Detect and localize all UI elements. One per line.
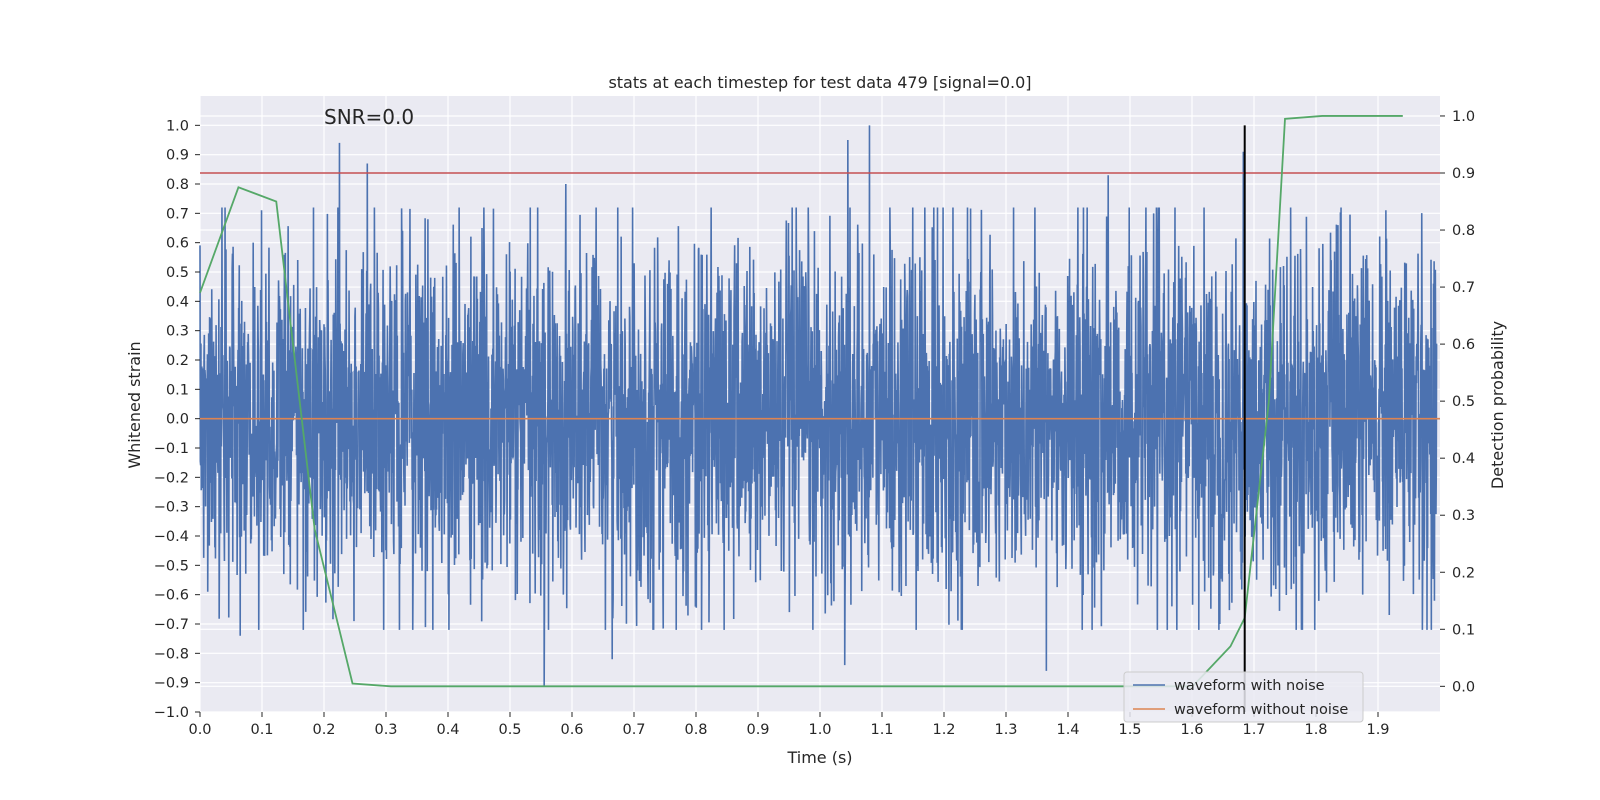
x-tick-label: 1.6: [1180, 722, 1203, 738]
x-tick-label: 1.0: [808, 722, 831, 738]
y2-tick-label: 0.4: [1452, 451, 1475, 467]
y-tick-label: −0.3: [154, 500, 189, 516]
y-tick-label: −0.9: [154, 676, 189, 692]
y-tick-label: −0.4: [154, 529, 189, 545]
x-tick-label: 0.3: [374, 722, 397, 738]
x-tick-label: 1.3: [994, 722, 1017, 738]
series-detection-probability: [199, 115, 1403, 688]
snr-annotation: SNR=0.0: [324, 105, 414, 129]
y-tick-label: 0.2: [166, 353, 189, 369]
y2-tick-label: 0.1: [1452, 622, 1475, 638]
y-tick-label: 0.6: [166, 236, 189, 252]
x-axis-label: Time (s): [786, 748, 852, 767]
y2-tick-label: 0.3: [1452, 508, 1475, 524]
y-tick-label: 0.4: [166, 294, 189, 310]
y2-tick-label: 0.5: [1452, 394, 1475, 410]
y-tick-label: 0.0: [166, 412, 189, 428]
x-tick-label: 0.4: [436, 722, 459, 738]
legend-label-noise: waveform with noise: [1174, 678, 1325, 694]
y-tick-label: −0.6: [154, 588, 189, 604]
y-tick-label: 0.9: [166, 148, 189, 164]
y2-tick-label: 0.7: [1452, 280, 1475, 296]
x-tick-label: 0.0: [188, 722, 211, 738]
y-axis-label: Whitened strain: [125, 341, 144, 468]
axes-layer: 0.0 0.1 0.2 0.3 0.4 0.5 0.6 0.7 0.8 0.9 1.0 1.1 1.2 1…: [154, 109, 1475, 738]
series-waveform-with-noise: [199, 125, 1438, 686]
y2-tick-label: 0.0: [1452, 679, 1475, 695]
y-tick-label: 0.5: [166, 265, 189, 281]
x-tick-label: 0.8: [684, 722, 707, 738]
y2-tick-label: 0.6: [1452, 337, 1475, 353]
x-tick-label: 1.2: [932, 722, 955, 738]
y-tick-label: 0.8: [166, 177, 189, 193]
legend-box: [1123, 671, 1364, 723]
y2-tick-label: 0.9: [1452, 166, 1475, 182]
y-tick-label: 0.3: [166, 324, 189, 340]
x-tick-label: 0.2: [312, 722, 335, 738]
y2-axis-label: Detection probability: [1488, 321, 1507, 489]
y-tick-label: −0.7: [154, 617, 189, 633]
x-tick-label: 1.8: [1304, 722, 1327, 738]
x-tick-label: 0.5: [498, 722, 521, 738]
y-tick-label: −0.2: [154, 470, 189, 486]
x-tick-label: 0.6: [560, 722, 583, 738]
y-tick-label: −0.5: [154, 558, 189, 574]
y-tick-label: 0.1: [166, 382, 189, 398]
x-tick-label: 1.1: [870, 722, 893, 738]
x-tick-label: 1.5: [1118, 722, 1141, 738]
chart-title: stats at each timestep for test data 479…: [608, 73, 1031, 92]
legend: waveform with noise waveform without noi…: [1123, 671, 1364, 723]
y-tick-label: −0.1: [154, 441, 189, 457]
x-tick-label: 1.4: [1056, 722, 1079, 738]
y-tick-label: −0.8: [154, 646, 189, 662]
x-tick-label: 0.1: [250, 722, 273, 738]
y2-tick-label: 0.8: [1452, 223, 1475, 239]
y-tick-label: −1.0: [154, 705, 189, 721]
data-layer: [199, 115, 1440, 712]
x-tick-label: 0.7: [622, 722, 645, 738]
legend-label-clean: waveform without noise: [1174, 702, 1348, 718]
y2-tick-label: 1.0: [1452, 109, 1475, 125]
y-tick-label: 1.0: [166, 118, 189, 134]
y-tick-label: 0.7: [166, 206, 189, 222]
x-tick-label: 1.9: [1366, 722, 1389, 738]
x-tick-label: 1.7: [1242, 722, 1265, 738]
y2-tick-label: 0.2: [1452, 565, 1475, 581]
x-tick-label: 0.9: [746, 722, 769, 738]
